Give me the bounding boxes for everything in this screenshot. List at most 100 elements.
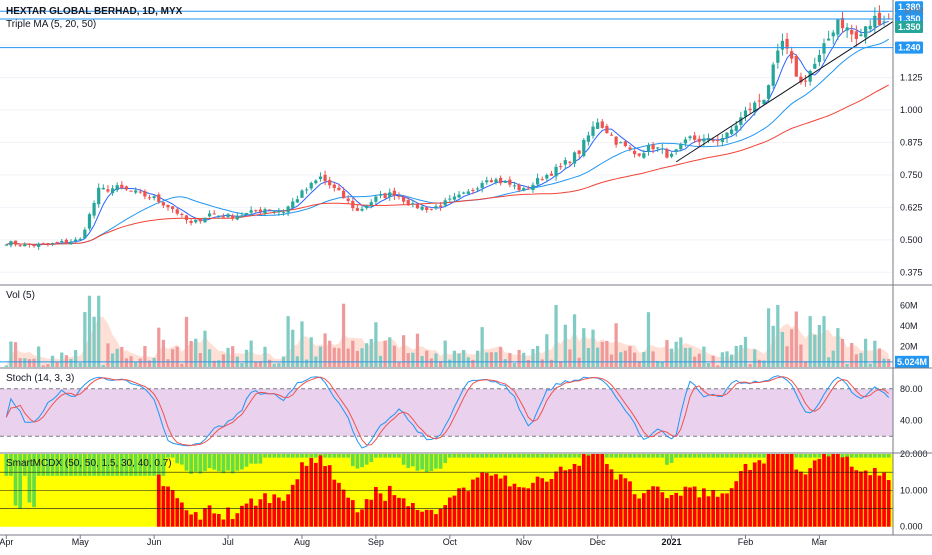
volume-bar: [406, 353, 410, 367]
smart-banker-bar: [706, 496, 711, 527]
smart-retail-bar: [295, 454, 300, 458]
smart-banker-bar: [877, 475, 882, 527]
smart-banker-bar: [683, 486, 688, 527]
smartmcdx-pane[interactable]: [0, 454, 893, 527]
volume-pane[interactable]: [0, 295, 893, 367]
price-pane[interactable]: [0, 5, 894, 250]
candle-body: [226, 214, 230, 218]
x-tick-label: Jun: [147, 537, 162, 547]
smart-retail-bar: [300, 454, 304, 458]
smart-banker-bar: [203, 508, 207, 527]
volume-bar: [512, 363, 517, 367]
volume-bar: [803, 361, 808, 367]
volume-bar: [859, 352, 863, 367]
volume-bar: [106, 343, 110, 367]
smart-banker-bar: [859, 471, 863, 527]
smart-banker-bar: [443, 505, 448, 527]
price-level-badge: [895, 1, 923, 14]
volume-bar: [115, 348, 119, 367]
volume-bar: [651, 351, 655, 367]
candle-body: [443, 200, 447, 206]
volume-bar: [365, 343, 369, 367]
smart-retail-bar: [92, 454, 96, 476]
stoch-pane[interactable]: [0, 375, 893, 449]
smart-banker-bar: [420, 511, 424, 527]
volume-bar: [540, 359, 544, 367]
volume-last-badge: [895, 355, 929, 368]
candle-body: [23, 244, 27, 247]
candle-body: [480, 183, 484, 188]
candle-body: [526, 188, 530, 190]
volume-bar: [887, 358, 891, 367]
smart-banker-bar: [378, 493, 383, 527]
volume-bar: [739, 345, 743, 367]
volume-bar: [679, 337, 683, 367]
price-y-tick: 0.750: [900, 170, 923, 180]
volume-bar: [600, 341, 604, 367]
smart-retail-bar: [508, 454, 512, 458]
smart-retail-bar: [9, 454, 13, 476]
volume-bar: [642, 351, 646, 367]
candle-body: [101, 187, 105, 190]
candle-body: [277, 211, 281, 213]
smart-retail-bar: [50, 454, 55, 476]
smart-banker-bar: [392, 495, 397, 527]
volume-bar: [198, 353, 202, 367]
smart-retail-bar: [688, 454, 692, 458]
volume-bar: [619, 352, 623, 367]
smart-retail-bar: [119, 454, 124, 476]
candle-body: [863, 26, 868, 38]
smart-banker-bar: [526, 488, 531, 527]
candle-body: [766, 85, 771, 99]
candle-body: [882, 21, 886, 23]
smart-retail-bar: [748, 454, 752, 458]
volume-bar: [840, 339, 845, 367]
smart-retail-bar: [424, 454, 429, 473]
smart-banker-bar: [249, 498, 254, 527]
volume-bar: [134, 361, 138, 367]
candle-body: [351, 200, 355, 209]
smart-retail-bar: [503, 454, 508, 458]
volume-bar: [244, 349, 249, 367]
volume-bar: [790, 329, 794, 367]
smart-retail-bar: [309, 454, 314, 458]
candle-body: [134, 190, 138, 193]
smart-banker-bar: [341, 489, 346, 527]
candle-body: [619, 142, 623, 144]
smart-retail-bar: [212, 454, 217, 470]
candle-body: [254, 210, 258, 212]
smart-banker-bar: [688, 487, 692, 527]
volume-bar: [485, 352, 489, 367]
smart-retail-bar: [323, 454, 327, 458]
smart-banker-bar: [406, 506, 411, 527]
x-tick-label: Oct: [443, 537, 458, 547]
smart-retail-bar: [143, 454, 147, 476]
smart-retail-bar: [406, 454, 411, 468]
smart-banker-bar: [651, 486, 655, 527]
smart-banker-bar: [886, 480, 891, 527]
volume-bar: [286, 316, 290, 367]
candle-body: [420, 206, 424, 210]
candle-body: [831, 32, 835, 37]
smart-retail-bar: [401, 454, 406, 465]
candle-body: [425, 207, 429, 211]
smart-retail-bar: [678, 454, 683, 458]
smart-banker-bar: [300, 462, 304, 527]
smart-retail-bar: [175, 454, 180, 464]
candle-body: [258, 209, 263, 212]
smart-banker-bar: [235, 513, 240, 527]
smart-banker-bar: [868, 475, 873, 527]
volume-y-tick: 40M: [900, 321, 918, 331]
smart-retail-bar: [480, 454, 484, 458]
smart-retail-bar: [27, 454, 32, 503]
volume-bar: [92, 316, 96, 367]
smart-retail-bar: [752, 454, 757, 458]
smart-banker-bar: [457, 488, 461, 527]
smart-banker-bar: [434, 514, 438, 527]
candle-body: [716, 140, 720, 142]
smart-banker-bar: [586, 455, 591, 527]
smart-retail-bar: [808, 454, 813, 458]
candle-body: [813, 63, 817, 69]
